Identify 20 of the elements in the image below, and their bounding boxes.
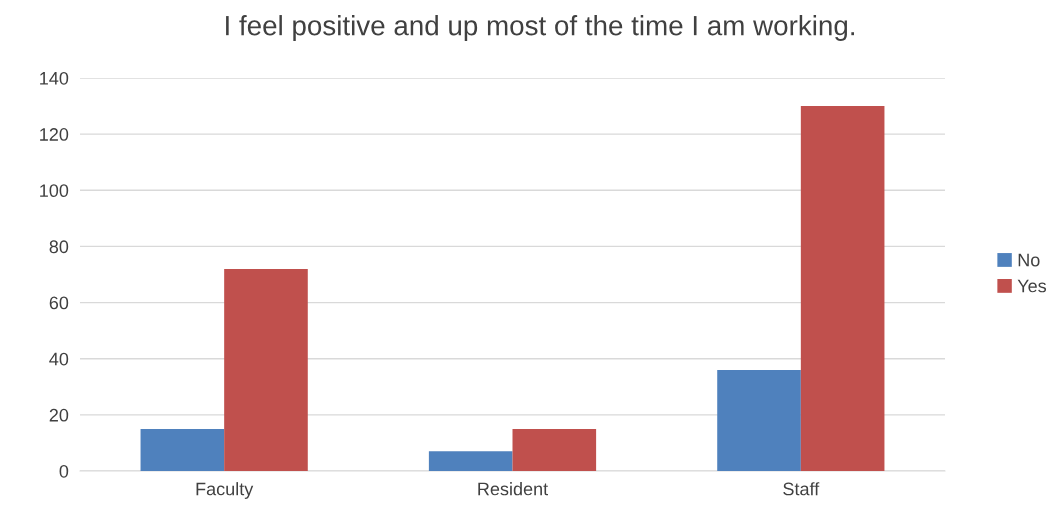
chart-title: I feel positive and up most of the time I am working. xyxy=(226,15,854,41)
x-tick-label: Resident xyxy=(478,482,548,496)
bar xyxy=(717,369,801,471)
bar xyxy=(140,428,225,471)
y-tick-label: 20 xyxy=(49,408,69,422)
y-tick-label: 80 xyxy=(49,240,69,254)
y-tick-label: 140 xyxy=(40,71,69,85)
legend-label: No xyxy=(1018,253,1040,267)
y-tick-label: 120 xyxy=(40,128,69,141)
y-tick-label: 60 xyxy=(49,296,69,310)
x-tick-label: Staff xyxy=(783,482,820,496)
y-tick-label: 40 xyxy=(49,352,69,366)
bar xyxy=(428,451,513,471)
y-tick-label: 100 xyxy=(40,184,69,198)
bar xyxy=(224,268,308,471)
x-tick-label: Faculty xyxy=(196,482,254,499)
legend-label: Yes xyxy=(1017,279,1047,293)
y-tick-label: 0 xyxy=(59,464,69,478)
bar xyxy=(512,428,597,471)
bar xyxy=(800,106,885,471)
